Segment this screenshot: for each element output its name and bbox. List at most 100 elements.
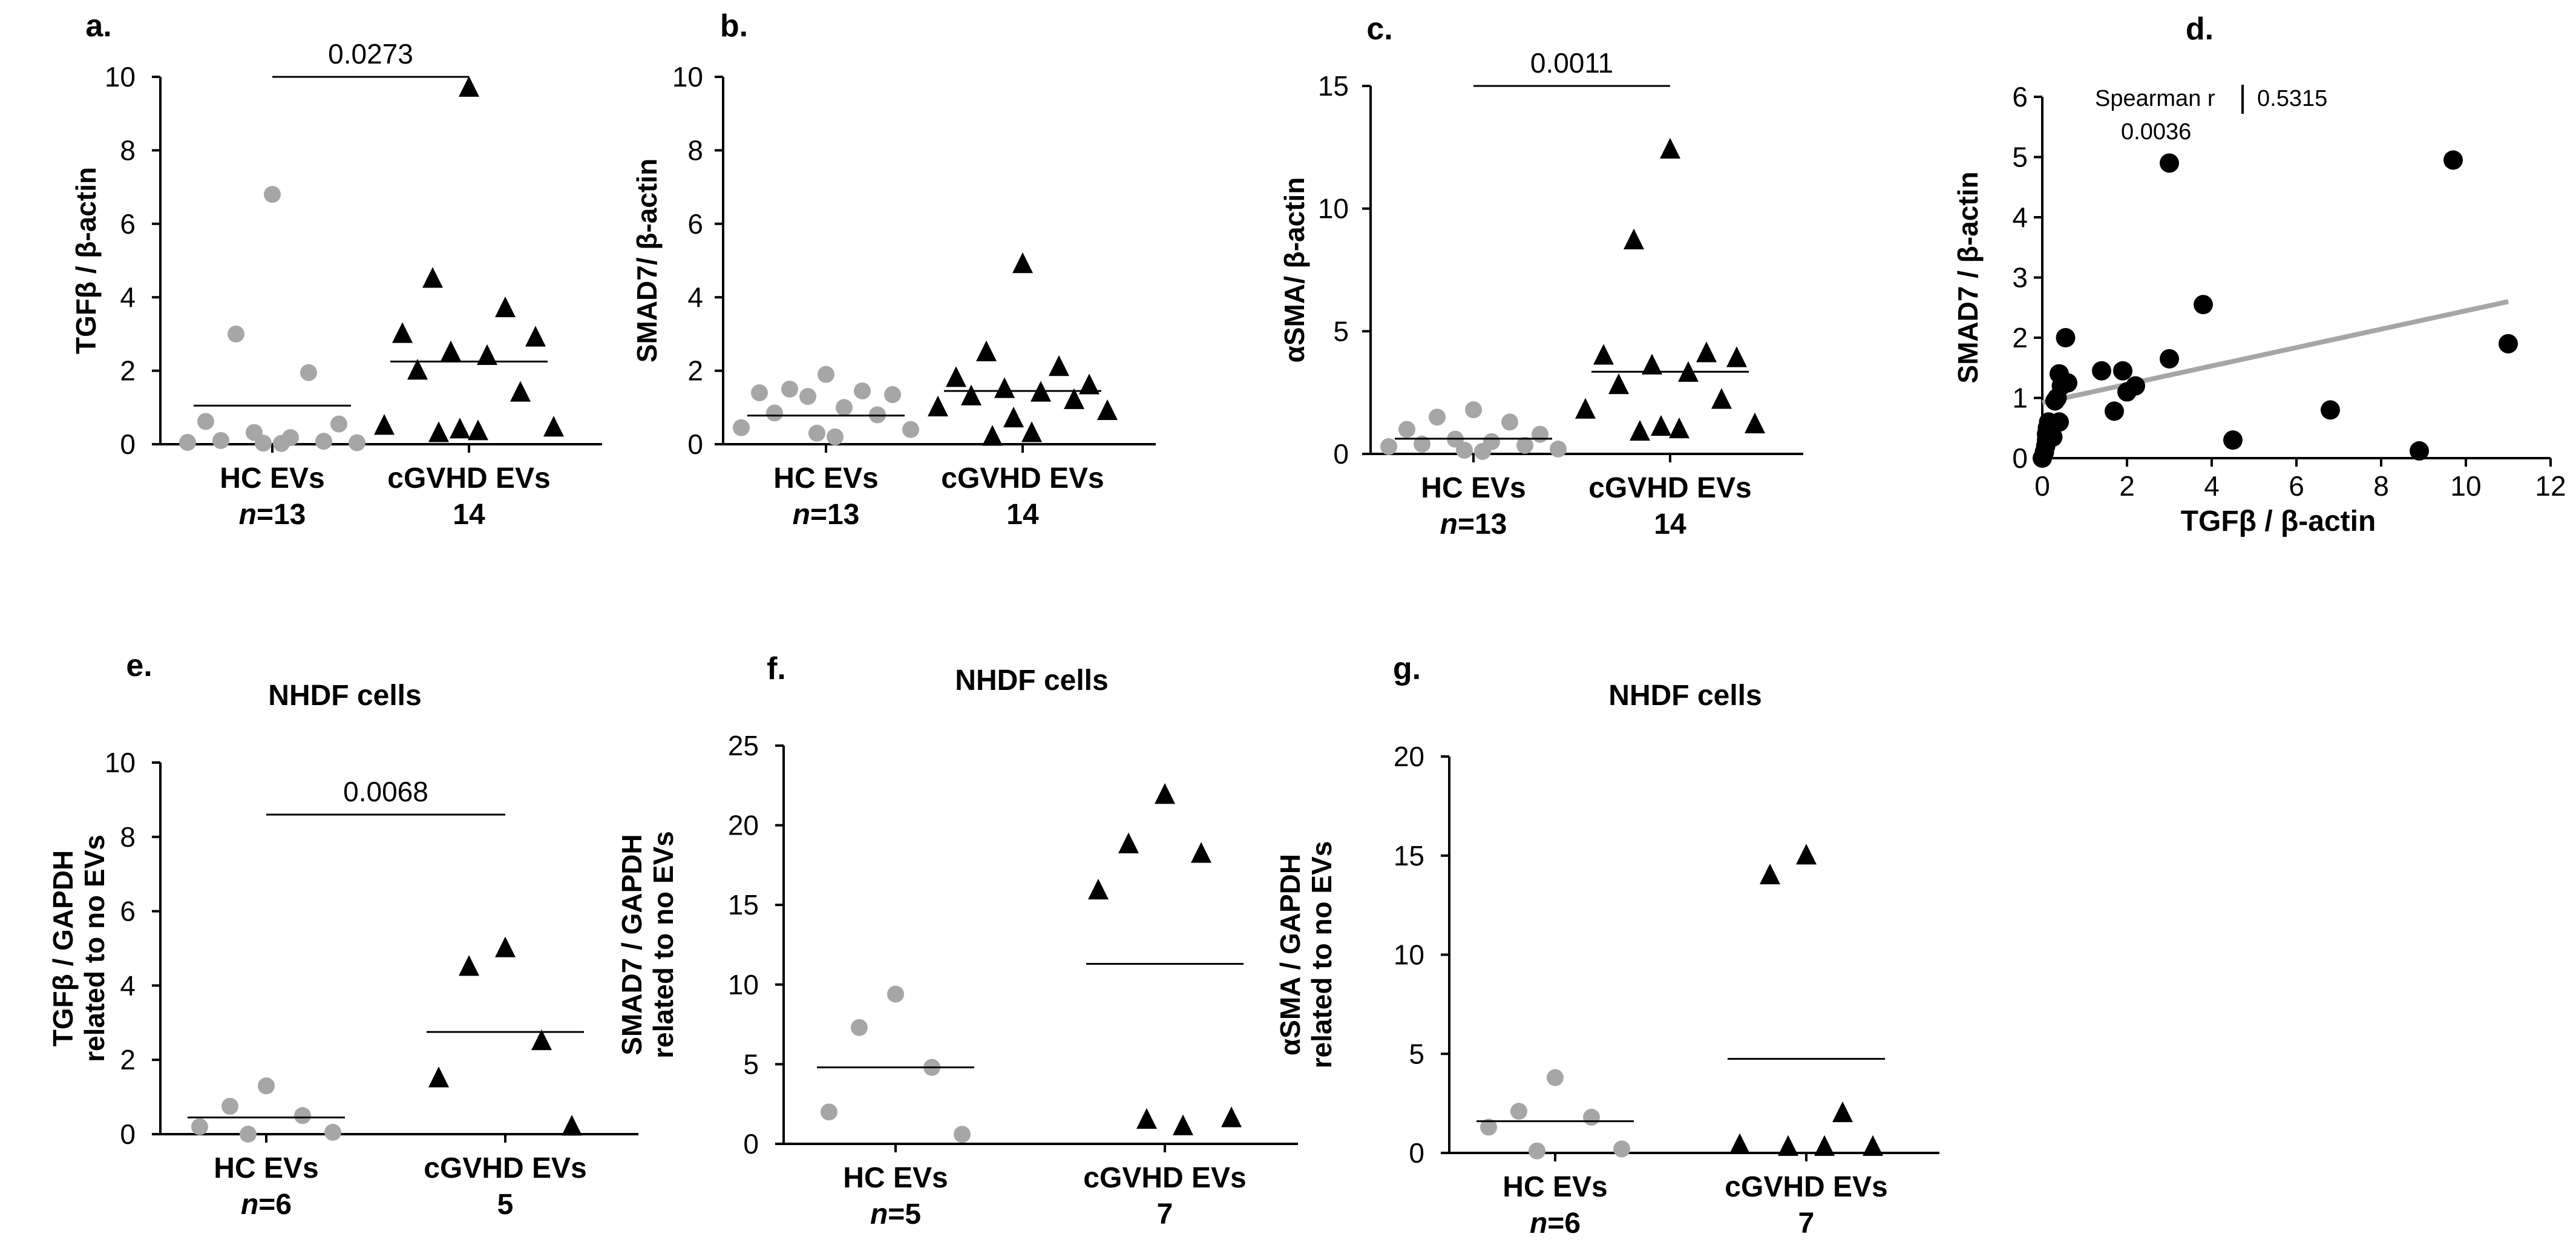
data-point-circle (273, 435, 290, 452)
data-point-circle (2056, 328, 2076, 347)
n-label-value: =13 (810, 499, 859, 531)
y-axis-label-line2: related to no EVs (1306, 841, 1337, 1069)
data-point-circle (1532, 425, 1549, 443)
y-axis-label: αSMA/ β-actin (1279, 177, 1310, 363)
n-label-value: =13 (257, 499, 306, 531)
n-label-value: =6 (1547, 1207, 1581, 1239)
x-tick-label: 4 (2204, 470, 2220, 502)
data-point-triangle (407, 359, 428, 380)
y-tick-label: 20 (728, 810, 759, 841)
data-point-triangle (1651, 415, 1671, 436)
y-tick-label: 2 (687, 355, 703, 387)
data-point-triangle (1660, 137, 1680, 159)
data-point-triangle (1832, 1101, 1853, 1123)
data-point-triangle (1642, 353, 1662, 375)
data-point-triangle (1049, 355, 1069, 376)
y-tick-label: 5 (743, 1048, 759, 1080)
p-value-label: 0.0011 (1530, 47, 1613, 79)
y-tick-label: 2 (120, 1044, 136, 1075)
n-label-italic: n (870, 1198, 888, 1230)
data-point-circle (851, 1019, 868, 1036)
category-label: HC EVs (773, 462, 878, 494)
category-label: HC EVs (843, 1162, 948, 1194)
data-point-circle (315, 433, 332, 450)
x-tick-label: 2 (2119, 470, 2135, 502)
data-point-triangle (946, 366, 966, 387)
data-point-circle (854, 382, 871, 399)
panel-letter: b. (720, 8, 748, 44)
data-point-triangle (1669, 417, 1689, 439)
data-point-circle (2092, 361, 2111, 381)
n-label: 7 (1798, 1207, 1815, 1239)
data-point-circle (1501, 413, 1518, 431)
data-point-triangle (1097, 399, 1118, 421)
data-point-circle (1516, 436, 1533, 454)
data-point-circle (1550, 440, 1567, 458)
data-point-triangle (1696, 341, 1717, 363)
data-point-circle (1529, 1142, 1545, 1160)
data-point-triangle (1863, 1135, 1883, 1156)
y-tick-label: 10 (672, 61, 703, 93)
data-point-triangle (928, 395, 948, 416)
data-point-triangle (1118, 832, 1139, 853)
panel-title: NHDF cells (1608, 680, 1762, 712)
data-point-triangle (428, 1066, 449, 1088)
n-label-value: 14 (453, 499, 485, 531)
data-point-triangle (982, 425, 1003, 446)
data-point-triangle (994, 377, 1015, 398)
y-tick-label: 0 (1409, 1137, 1424, 1169)
data-point-circle (255, 435, 272, 452)
data-point-circle (821, 1103, 837, 1121)
category-label: HC EVs (220, 462, 324, 494)
data-point-circle (240, 1126, 257, 1143)
data-point-circle (2194, 295, 2213, 315)
data-point-circle (799, 388, 816, 405)
x-tick-label: 10 (2450, 470, 2481, 502)
x-axis-label: TGFβ / β-actin (2181, 505, 2376, 537)
data-point-circle (836, 399, 853, 416)
y-tick-label: 8 (687, 134, 703, 166)
n-label-italic: n (239, 499, 257, 531)
data-point-circle (2160, 153, 2179, 173)
data-point-circle (179, 433, 196, 451)
stat-p-value: 0.0036 (2121, 119, 2191, 145)
n-label-value: =13 (1458, 508, 1507, 540)
y-tick-label: 0 (687, 428, 703, 460)
data-point-circle (2050, 412, 2069, 432)
data-point-triangle (1575, 398, 1596, 419)
data-point-circle (1456, 441, 1473, 459)
data-point-circle (1429, 409, 1446, 426)
stat-label: Spearman r (2095, 86, 2215, 111)
data-point-triangle (562, 1115, 582, 1136)
data-point-triangle (1624, 228, 1644, 250)
n-label: 14 (453, 499, 485, 531)
x-tick-label: 8 (2373, 470, 2389, 502)
y-tick-label: 4 (687, 281, 703, 313)
data-point-triangle (459, 76, 479, 97)
panel-letter: c. (1366, 11, 1392, 47)
data-point-triangle (1088, 878, 1109, 900)
data-point-triangle (961, 384, 982, 405)
data-point-circle (1398, 421, 1415, 438)
data-point-circle (766, 404, 783, 422)
n-label: n=13 (239, 499, 306, 531)
n-label-value: 5 (497, 1189, 514, 1221)
data-point-circle (781, 380, 798, 398)
data-point-triangle (1155, 783, 1175, 804)
y-tick-label: 2 (2012, 322, 2028, 353)
n-label: n=5 (870, 1198, 921, 1230)
panel-b: 0 2 4 6 8 10 HC EVs n=13 cGVHD EVs 14 SMAD7/ β-act… (631, 8, 1156, 531)
y-tick-label: 1 (2012, 382, 2028, 414)
y-axis-label-line2: related to no EVs (647, 831, 679, 1059)
data-point-triangle (1064, 388, 1084, 409)
data-point-triangle (1630, 419, 1650, 441)
n-label-value: 7 (1798, 1207, 1815, 1239)
y-tick-label: 15 (728, 889, 759, 921)
category-label: cGVHD EVs (1083, 1162, 1246, 1194)
data-point-triangle (1191, 842, 1211, 863)
data-point-triangle (468, 419, 488, 441)
data-point-circle (954, 1126, 971, 1143)
data-point-circle (884, 386, 901, 404)
panel-e: 0 2 4 6 8 10 HC EVs n=6 cGVHD EVs 5 TGFβ / GAPDH re… (47, 648, 638, 1221)
